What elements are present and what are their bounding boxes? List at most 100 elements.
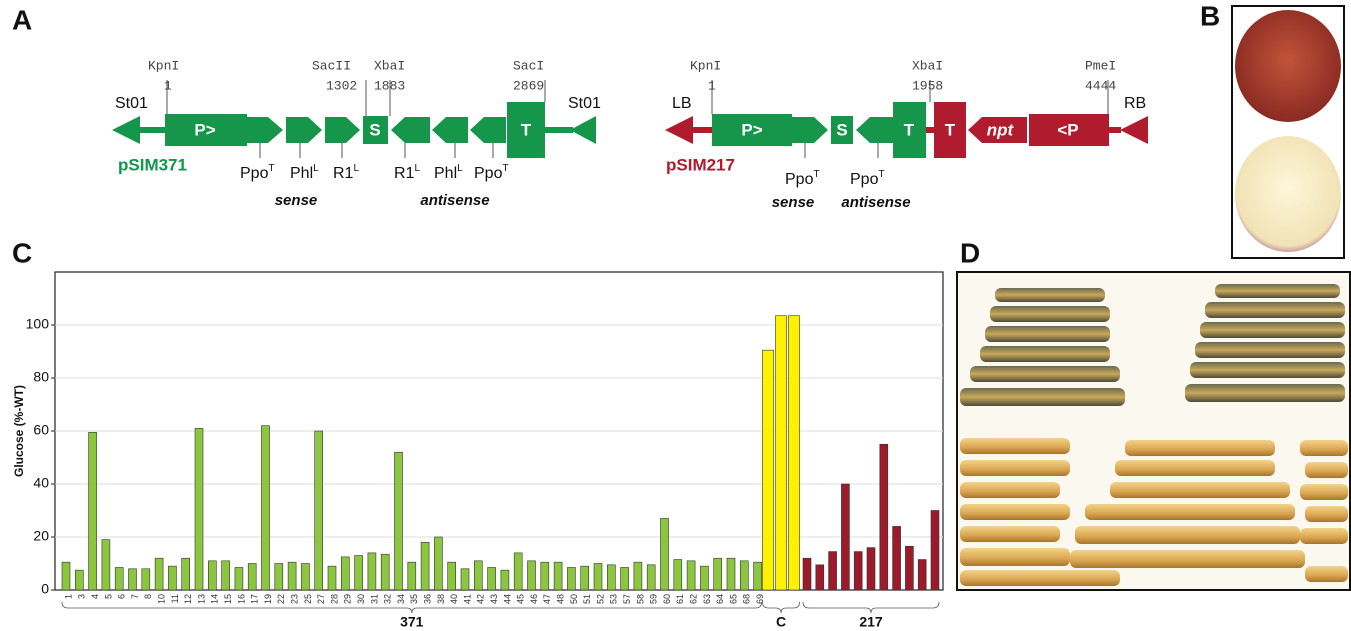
part-label: R1L [333,163,359,183]
y-tick-label: 0 [41,581,49,597]
bar [488,567,496,590]
x-tick-label: 43 [489,594,499,604]
site-position: 1 [164,78,172,93]
photo-d [957,272,1350,590]
x-tick-label: 12 [183,594,193,604]
orientation: sense [275,192,318,209]
bar [803,558,811,590]
orientation: antisense [841,194,910,211]
x-tick-label: 36 [422,594,432,604]
bar [182,558,190,590]
x-tick-label: 38 [436,594,446,604]
x-tick-label: 41 [462,594,472,604]
end-label: LB [672,95,692,112]
block-label: S [369,120,380,139]
group-brace [803,602,939,613]
x-tick-label: 58 [635,594,645,604]
bar [841,484,849,590]
bar [727,558,735,590]
bar [700,566,708,590]
x-tick-label: 60 [662,594,672,604]
x-tick-label: 46 [529,594,539,604]
block-label: <P [1057,120,1078,139]
bar [687,561,695,590]
site-enzyme: SacI [513,58,544,73]
bar [621,567,629,590]
bar [129,569,137,590]
site-position: 4444 [1085,78,1116,93]
site-enzyme: XbaI [912,58,943,73]
x-tick-label: 40 [449,594,459,604]
part-sup: L [414,163,420,174]
x-tick-label: 45 [516,594,526,604]
bar [328,566,336,590]
bar [195,428,203,590]
bar [880,444,888,590]
bar [262,426,270,590]
x-tick-label: 15 [223,594,233,604]
bar [816,565,824,590]
x-tick-label: 27 [316,594,326,604]
block-label: P> [741,120,762,139]
bar [248,564,256,591]
site-enzyme: KpnI [148,58,179,73]
bar [75,570,83,590]
site-position: 1 [708,78,716,93]
x-tick-label: 5 [103,594,113,599]
x-tick-label: 65 [728,594,738,604]
bar [661,518,669,590]
part-text: R1 [394,165,415,182]
orientation: sense [772,194,815,211]
bar [581,566,589,590]
part-text: Phl [434,165,457,182]
panel-letter: A [12,4,32,35]
panel-letter: B [1200,0,1220,31]
group-label: 371 [400,614,424,630]
bar [62,562,70,590]
x-tick-label: 59 [649,594,659,604]
x-tick-label: 22 [276,594,286,604]
x-tick-label: 42 [476,594,486,604]
x-tick-label: 34 [396,594,406,604]
bar [301,564,309,591]
block-label: T [945,120,956,139]
x-tick-label: 35 [409,594,419,604]
bar [115,567,123,590]
block-label: P> [194,120,215,139]
x-tick-label: 13 [196,594,206,604]
x-tick-label: 53 [609,594,619,604]
group-label: 217 [859,614,883,630]
x-tick-label: 29 [343,594,353,604]
site-position: 2869 [513,78,544,93]
bar [567,567,575,590]
x-tick-label: 3 [77,594,87,599]
x-tick-label: 19 [263,594,273,604]
bar [931,511,939,591]
block-label: S [836,120,847,139]
y-tick-label: 40 [33,475,49,491]
y-tick-label: 60 [33,422,49,438]
bar [235,567,243,590]
part-text: Ppo [850,171,879,188]
part-sup: T [268,163,274,174]
site-position: 1958 [912,78,943,93]
part-text: R1 [333,165,354,182]
x-tick-label: 25 [303,594,313,604]
orientation: antisense [420,192,489,209]
part-sup: T [813,169,819,180]
x-tick-label: 68 [742,594,752,604]
bar [142,569,150,590]
bar [714,558,722,590]
site-enzyme: PmeI [1085,58,1116,73]
bar [740,561,748,590]
x-tick-label: 16 [236,594,246,604]
bar [315,431,323,590]
bar [381,554,389,590]
part-sup: L [457,163,463,174]
bar [395,452,403,590]
bar [854,552,862,590]
x-tick-label: 50 [569,594,579,604]
x-tick-label: 62 [688,594,698,604]
bar [448,562,456,590]
